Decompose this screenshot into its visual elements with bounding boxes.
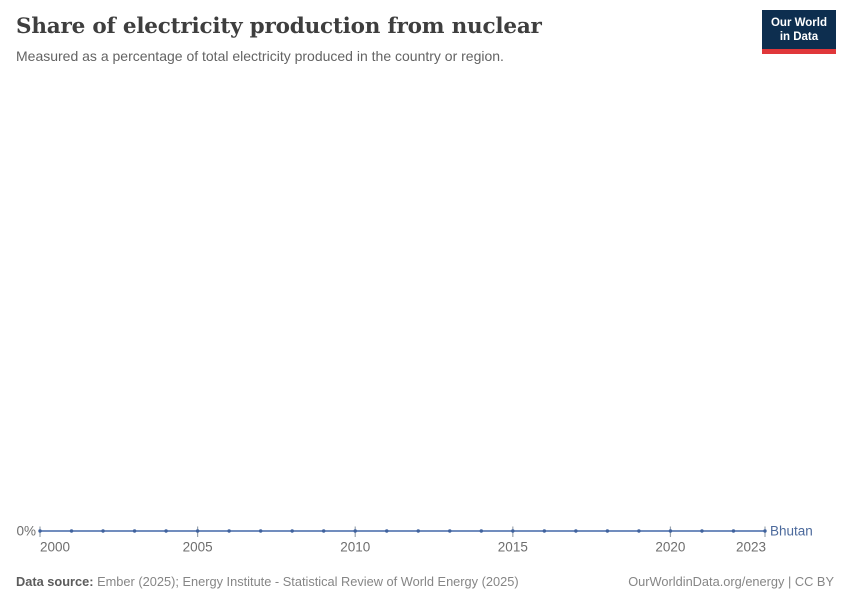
data-point-marker [448, 529, 452, 533]
data-point-marker [321, 529, 326, 533]
x-axis-tick-label: 2005 [183, 540, 213, 555]
owid-logo-line2: in Data [779, 31, 819, 43]
data-point-marker [132, 529, 137, 533]
entity-label-bhutan[interactable]: Bhutan [770, 524, 813, 539]
data-point-marker [69, 529, 74, 533]
chart-footer: Data source: Ember (2025); Energy Instit… [16, 574, 834, 589]
data-point-marker [763, 529, 767, 533]
data-point-marker [511, 529, 515, 533]
data-point-marker [195, 529, 200, 533]
data-point-marker [38, 529, 42, 533]
data-source-text: Ember (2025); Energy Institute - Statist… [97, 574, 519, 589]
owid-logo-line1: Our World [770, 17, 827, 29]
x-axis-tick-label: 2015 [498, 540, 528, 555]
data-point-marker [731, 529, 736, 533]
x-axis-tick-label: 2020 [655, 540, 685, 555]
x-axis-tick-label: 2023 [736, 540, 766, 555]
y-axis-tick-label: 0% [16, 524, 36, 539]
x-axis-tick-label: 2000 [40, 540, 70, 555]
data-point-marker [668, 529, 673, 533]
owid-url-license-link[interactable]: OurWorldinData.org/energy | CC BY [628, 574, 834, 589]
data-point-marker [353, 529, 357, 533]
data-point-marker [385, 529, 389, 533]
data-point-marker [164, 529, 168, 533]
data-point-marker [416, 529, 420, 533]
data-point-marker [101, 529, 105, 533]
x-axis-tick-label: 2010 [340, 540, 370, 555]
owid-logo[interactable]: Our World in Data [761, 10, 836, 54]
data-source-label: Data source: [16, 574, 94, 589]
data-point-marker [574, 529, 578, 533]
data-point-marker [479, 529, 484, 533]
data-point-marker [637, 529, 641, 533]
data-point-marker [605, 529, 610, 533]
chart-subtitle: Measured as a percentage of total electr… [16, 47, 504, 64]
data-point-marker [542, 529, 547, 533]
data-source-note: Data source: Ember (2025); Energy Instit… [16, 574, 519, 589]
page-title: Share of electricity production from nuc… [16, 14, 542, 39]
chart-header: Share of electricity production from nuc… [16, 14, 750, 65]
data-point-marker [227, 529, 231, 533]
data-point-marker [700, 529, 704, 533]
data-point-marker [258, 529, 263, 533]
data-point-marker [290, 529, 294, 533]
